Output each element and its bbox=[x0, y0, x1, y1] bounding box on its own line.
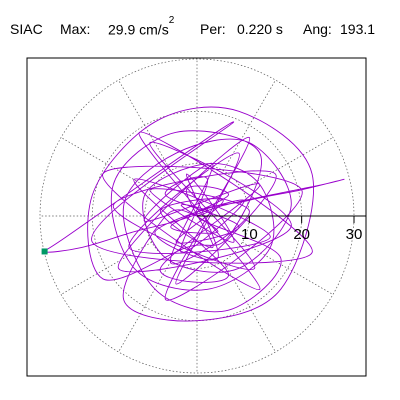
grid-spoke-330 bbox=[242, 241, 334, 295]
axis-tick-label-10: 10 bbox=[241, 226, 258, 243]
particle-motion-trace bbox=[41, 106, 345, 322]
per-value: 0.220 s bbox=[237, 21, 283, 37]
axis-tick-label-20: 20 bbox=[293, 226, 310, 243]
radial-axis: 10 20 30 bbox=[197, 215, 366, 243]
station-label: SIAC bbox=[10, 21, 43, 37]
max-value-text: 29.9 cm/s bbox=[108, 21, 169, 38]
plot-frame bbox=[26, 57, 367, 377]
ang-label: Ang: bbox=[303, 21, 332, 37]
axis-tick-label-30: 30 bbox=[346, 226, 363, 243]
grid-spoke-150 bbox=[60, 137, 152, 191]
endpoint-layer bbox=[41, 248, 48, 255]
per-label: Per: bbox=[200, 21, 226, 37]
chart-header: SIAC Max: 29.9 cm/s2 Per: 0.220 s Ang: 1… bbox=[0, 0, 400, 44]
max-point-marker bbox=[41, 248, 48, 255]
max-label: Max: bbox=[60, 21, 91, 37]
ang-value: 193.1 bbox=[340, 21, 376, 37]
grid-spoke-240 bbox=[118, 261, 172, 353]
max-value: 29.9 cm/s2 bbox=[108, 15, 174, 38]
max-value-exponent: 2 bbox=[168, 15, 175, 26]
trace-path bbox=[41, 106, 345, 322]
